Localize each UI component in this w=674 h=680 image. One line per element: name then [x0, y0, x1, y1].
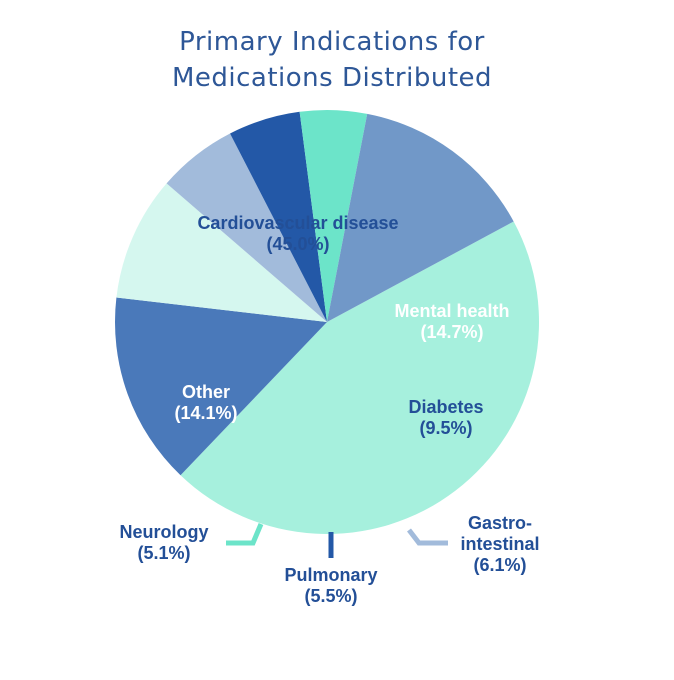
slice-label-name: Other [182, 382, 230, 402]
leader-line-gastro-intestinal [407, 528, 448, 546]
slice-label-percent: (45.0%) [266, 234, 329, 254]
slice-label-name: Gastro- [468, 513, 532, 533]
slice-label-percent: (9.5%) [419, 418, 472, 438]
slice-label-name: Pulmonary [284, 565, 377, 585]
pie-slice-other [327, 113, 514, 322]
slice-label-percent: (14.1%) [174, 403, 237, 423]
chart-title-line-2: Medications Distributed [172, 63, 492, 93]
slice-label-name: Cardiovascular disease [197, 213, 398, 233]
slice-label-percent: (5.1%) [137, 543, 190, 563]
pie-slice-cardiovascular-disease [180, 221, 540, 535]
slice-label-percent: (5.5%) [304, 586, 357, 606]
slice-label-percent: (6.1%) [473, 555, 526, 575]
pie-slice-neurology [299, 110, 368, 322]
pie-slice-mental-health [114, 297, 327, 476]
slice-label-diabetes: Diabetes (9.5%) [408, 397, 483, 438]
pie-slice-pulmonary [230, 111, 327, 322]
slice-label-other: Other (14.1%) [174, 382, 237, 423]
slice-label-pulmonary: Pulmonary (5.5%) [284, 565, 377, 606]
slice-label-name: intestinal [460, 534, 539, 554]
slice-label-gastro-intestinal: Gastro-intestinal (6.1%) [460, 513, 539, 575]
slice-label-name: Neurology [119, 522, 208, 542]
slice-label-cardiovascular-disease: Cardiovascular disease (45.0%) [197, 213, 398, 254]
slice-label-percent: (14.7%) [420, 322, 483, 342]
pie-slice-gastro-intestinal [166, 133, 327, 322]
slice-label-name: Mental health [394, 301, 509, 321]
pie-slice-diabetes [116, 183, 327, 322]
chart-title-line-1: Primary Indications for [179, 27, 485, 57]
leader-line-neurology [226, 523, 264, 546]
slice-label-neurology: Neurology (5.1%) [119, 522, 208, 563]
slice-label-name: Diabetes [408, 397, 483, 417]
slice-label-mental-health: Mental health (14.7%) [394, 301, 509, 342]
